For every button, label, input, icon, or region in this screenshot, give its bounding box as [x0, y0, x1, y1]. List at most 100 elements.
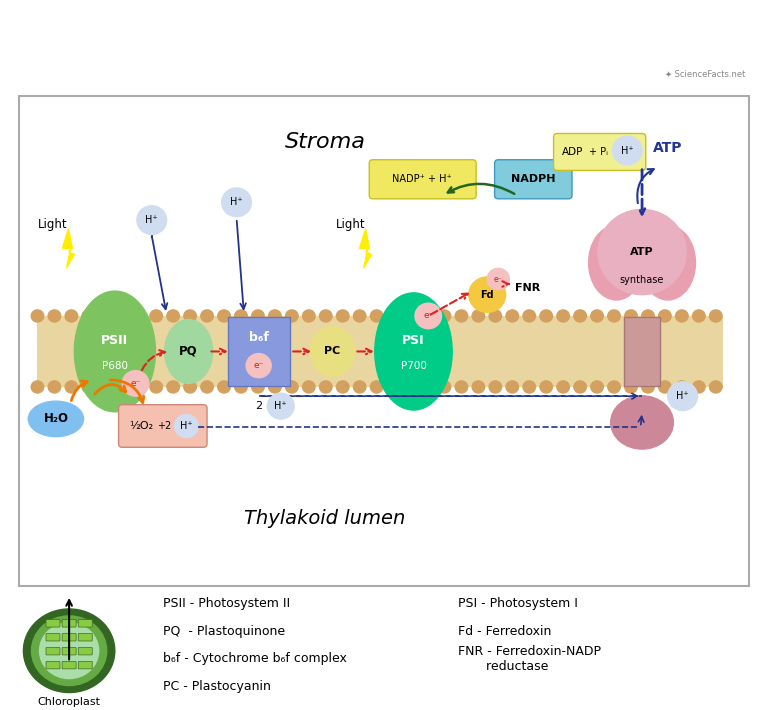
- Circle shape: [506, 310, 518, 322]
- Circle shape: [65, 381, 78, 393]
- Circle shape: [319, 310, 332, 322]
- Circle shape: [487, 268, 509, 290]
- Text: PSI: PSI: [402, 334, 425, 347]
- Text: PC: PC: [324, 346, 340, 356]
- Circle shape: [303, 381, 315, 393]
- Circle shape: [489, 381, 502, 393]
- Circle shape: [184, 310, 197, 322]
- Text: PSII - Photosystem II: PSII - Photosystem II: [163, 597, 290, 610]
- Circle shape: [404, 310, 417, 322]
- Circle shape: [574, 310, 587, 322]
- Circle shape: [659, 310, 671, 322]
- Circle shape: [222, 188, 251, 217]
- FancyBboxPatch shape: [495, 160, 572, 199]
- Text: PSI - Photosystem I: PSI - Photosystem I: [458, 597, 578, 610]
- Text: PQ: PQ: [179, 345, 198, 358]
- Ellipse shape: [24, 609, 115, 692]
- Text: Stroma: Stroma: [285, 132, 366, 152]
- Circle shape: [99, 310, 111, 322]
- Circle shape: [659, 381, 671, 393]
- Circle shape: [353, 310, 366, 322]
- Circle shape: [200, 381, 214, 393]
- Text: H⁺: H⁺: [274, 401, 287, 411]
- Circle shape: [489, 310, 502, 322]
- Text: Light: Light: [336, 218, 366, 231]
- Ellipse shape: [588, 226, 644, 300]
- Circle shape: [693, 310, 705, 322]
- Ellipse shape: [31, 616, 107, 686]
- Circle shape: [607, 310, 621, 322]
- Ellipse shape: [74, 291, 155, 412]
- Text: Chloroplast: Chloroplast: [38, 697, 101, 707]
- Circle shape: [710, 381, 722, 393]
- Text: b₆f: b₆f: [249, 331, 269, 344]
- Circle shape: [336, 381, 349, 393]
- Circle shape: [468, 277, 505, 312]
- Text: H₂O: H₂O: [44, 413, 68, 425]
- Circle shape: [48, 381, 61, 393]
- Circle shape: [174, 415, 198, 437]
- FancyBboxPatch shape: [46, 633, 60, 641]
- Circle shape: [286, 310, 298, 322]
- Circle shape: [642, 310, 654, 322]
- FancyBboxPatch shape: [78, 633, 92, 641]
- Circle shape: [82, 381, 94, 393]
- Circle shape: [387, 381, 400, 393]
- FancyBboxPatch shape: [62, 633, 76, 641]
- Ellipse shape: [164, 320, 213, 383]
- Ellipse shape: [310, 327, 355, 376]
- Circle shape: [167, 381, 180, 393]
- Circle shape: [99, 381, 111, 393]
- Text: FNR - Ferredoxin-NADP
       reductase: FNR - Ferredoxin-NADP reductase: [458, 645, 601, 673]
- Ellipse shape: [598, 209, 687, 295]
- Circle shape: [523, 310, 535, 322]
- Text: FNR: FNR: [515, 283, 541, 293]
- Circle shape: [184, 381, 197, 393]
- Circle shape: [710, 310, 722, 322]
- FancyBboxPatch shape: [624, 317, 660, 386]
- Text: Light: Light: [38, 218, 67, 231]
- FancyBboxPatch shape: [38, 316, 723, 387]
- Text: ATP: ATP: [653, 141, 683, 155]
- Text: H⁺: H⁺: [145, 215, 158, 225]
- Circle shape: [319, 381, 332, 393]
- Text: e⁻: e⁻: [131, 379, 141, 388]
- Circle shape: [122, 371, 149, 396]
- Text: e⁻: e⁻: [423, 312, 433, 320]
- Polygon shape: [359, 229, 372, 268]
- Circle shape: [31, 310, 44, 322]
- Circle shape: [624, 310, 637, 322]
- Circle shape: [336, 310, 349, 322]
- Circle shape: [218, 310, 230, 322]
- Circle shape: [353, 381, 366, 393]
- Text: ATP: ATP: [631, 247, 654, 257]
- Circle shape: [167, 310, 180, 322]
- Circle shape: [82, 310, 94, 322]
- Circle shape: [31, 381, 44, 393]
- Text: ½O₂: ½O₂: [130, 421, 154, 431]
- Circle shape: [235, 310, 247, 322]
- Circle shape: [421, 310, 434, 322]
- Circle shape: [523, 381, 535, 393]
- FancyBboxPatch shape: [118, 405, 207, 447]
- Text: P700: P700: [401, 361, 426, 371]
- Circle shape: [137, 206, 167, 234]
- Ellipse shape: [611, 395, 674, 449]
- FancyBboxPatch shape: [227, 317, 290, 386]
- Circle shape: [133, 310, 145, 322]
- Circle shape: [607, 381, 621, 393]
- Ellipse shape: [28, 401, 84, 437]
- Circle shape: [540, 381, 552, 393]
- Text: H⁺: H⁺: [677, 391, 689, 401]
- Circle shape: [116, 381, 128, 393]
- Circle shape: [370, 310, 383, 322]
- Circle shape: [574, 381, 587, 393]
- Text: synthase: synthase: [620, 275, 664, 285]
- Circle shape: [439, 381, 451, 393]
- Ellipse shape: [375, 293, 452, 410]
- Circle shape: [252, 381, 264, 393]
- Text: e⁻: e⁻: [494, 275, 502, 283]
- Circle shape: [439, 310, 451, 322]
- Text: H⁺: H⁺: [180, 421, 193, 431]
- Circle shape: [150, 381, 163, 393]
